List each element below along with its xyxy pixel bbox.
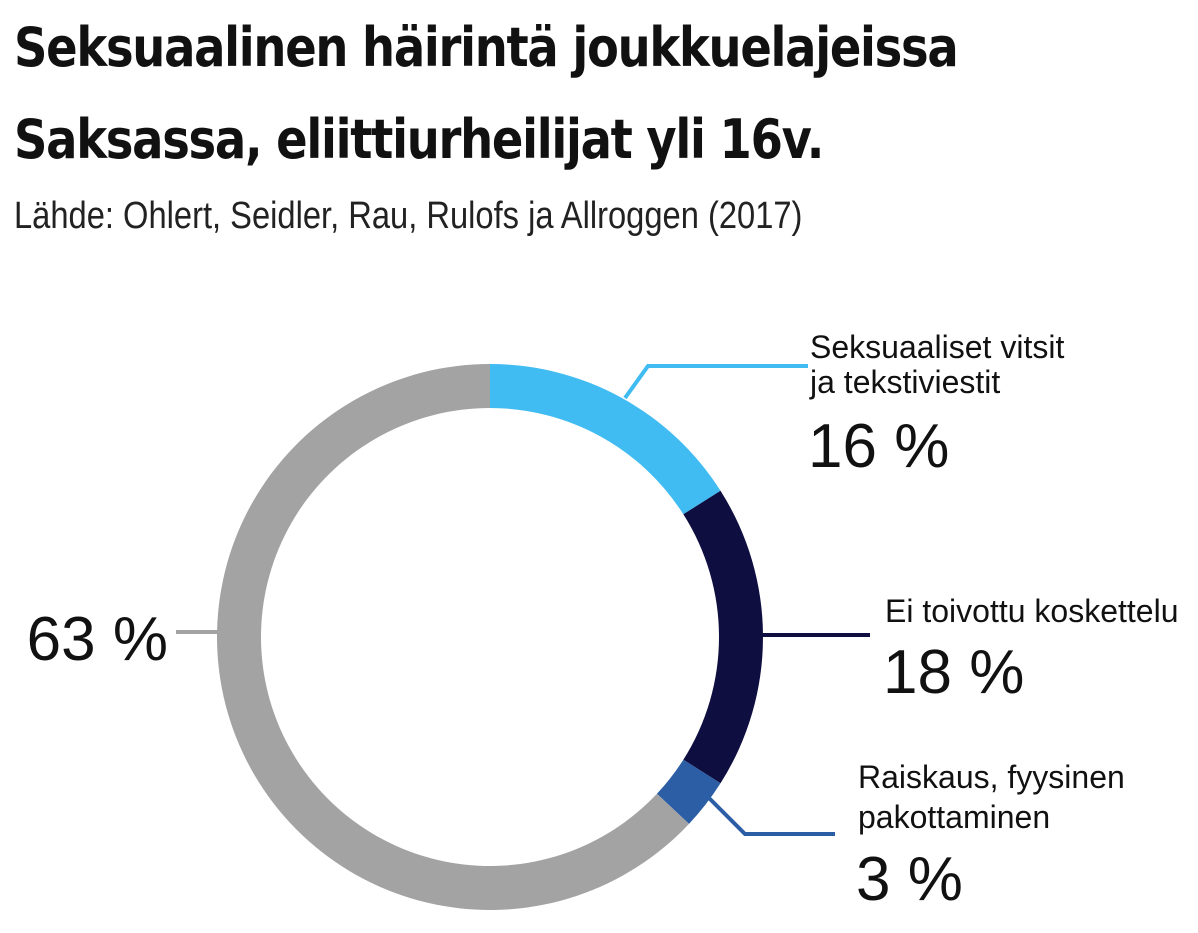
chart-title-line-1: Seksuaalinen häirintä joukkuelajeissa [14,16,959,79]
slice-label-1-line-1: Seksuaaliset vitsit [810,329,1064,365]
leader-line-1 [623,364,808,400]
donut-slices [217,364,763,910]
donut-slice-3 [656,759,721,824]
donut-slice-2 [683,490,763,784]
chart-title-line-2: Saksassa, eliittiurheilijat yli 16v. [14,108,824,171]
slice-label-1-line-2: ja tekstiviestit [809,364,1000,400]
slice-label-3-line-2: pakottaminen [858,799,1050,835]
slice-label-2-line-1: Ei toivottu koskettelu [885,593,1178,629]
slice-label-3-line-1: Raiskaus, fyysinen [858,759,1125,795]
chart-source: Lähde: Ohlert, Seidler, Rau, Rulofs ja A… [14,195,803,237]
donut-slice-4 [217,364,690,910]
leader-lines [176,364,870,836]
slice-value-3: 3 % [856,845,963,914]
slice-value-1: 16 % [808,412,949,481]
slice-value-2: 18 % [883,638,1024,707]
chart-title: Seksuaalinen häirintä joukkuelajeissa Sa… [14,2,959,186]
donut-slice-1 [490,364,721,515]
leader-line-3 [706,795,835,836]
slice-value-4: 63 % [27,605,168,674]
